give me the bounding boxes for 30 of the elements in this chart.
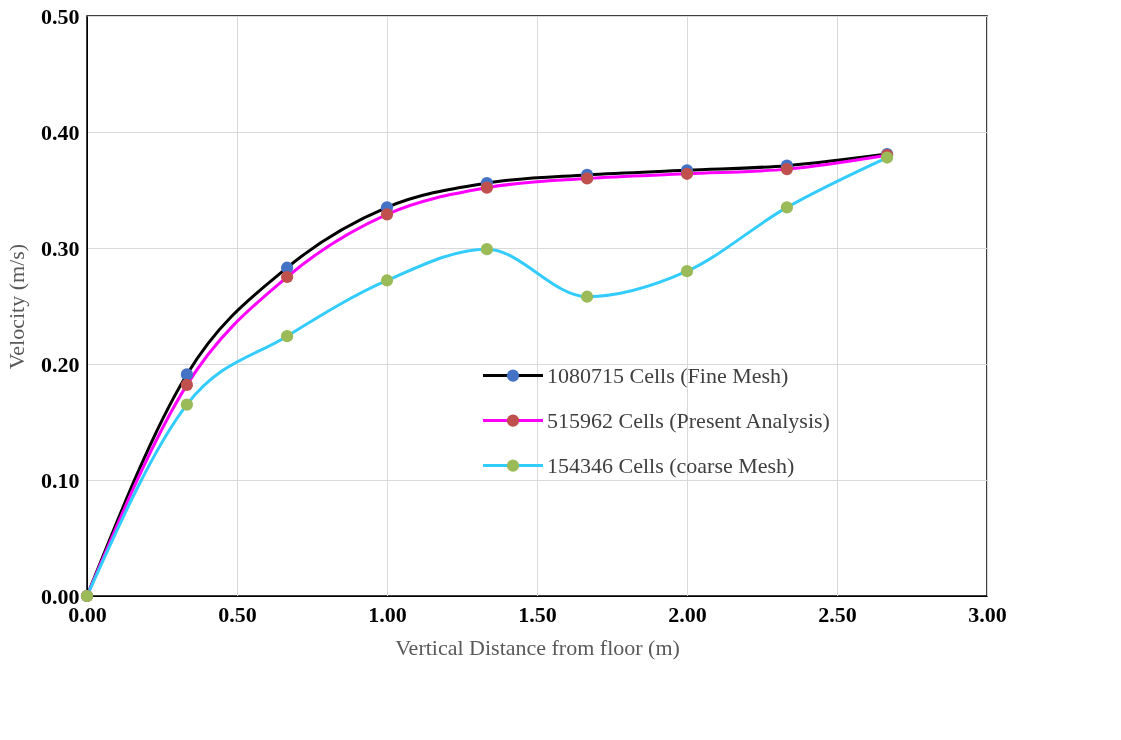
legend-label: 515962 Cells (Present Analysis) [547, 407, 830, 433]
point [280, 270, 294, 284]
point [280, 330, 294, 343]
point [380, 208, 394, 221]
x-axis-title: Vertical Distance from floor (m) [395, 634, 680, 660]
point [180, 378, 194, 391]
y-tick-label: 0.30 [41, 235, 80, 261]
point [780, 201, 794, 214]
point [680, 265, 694, 278]
point [180, 368, 194, 381]
y-tick-label: 0.50 [41, 3, 80, 29]
x-tick-label: 0.50 [218, 601, 257, 627]
y-tick-label: 0.40 [41, 119, 80, 145]
point [180, 398, 194, 411]
point [480, 181, 494, 194]
x-tick-label: 3.00 [968, 601, 1007, 627]
x-tick-label: 1.00 [368, 601, 407, 627]
point [580, 290, 594, 303]
x-tick-label: 2.50 [818, 601, 857, 627]
x-tick-label: 1.50 [518, 601, 557, 627]
legend-label: 154346 Cells (coarse Mesh) [547, 452, 795, 478]
point [580, 172, 594, 185]
y-tick-label: 0.10 [41, 467, 80, 493]
x-tick-label: 2.00 [668, 601, 707, 627]
y-tick-label: 0.20 [41, 351, 80, 377]
legend-label: 1080715 Cells (Fine Mesh) [547, 362, 789, 388]
point [380, 274, 394, 287]
point [780, 163, 794, 176]
point [480, 243, 494, 256]
y-axis-title: Velocity (m/s) [4, 243, 29, 370]
